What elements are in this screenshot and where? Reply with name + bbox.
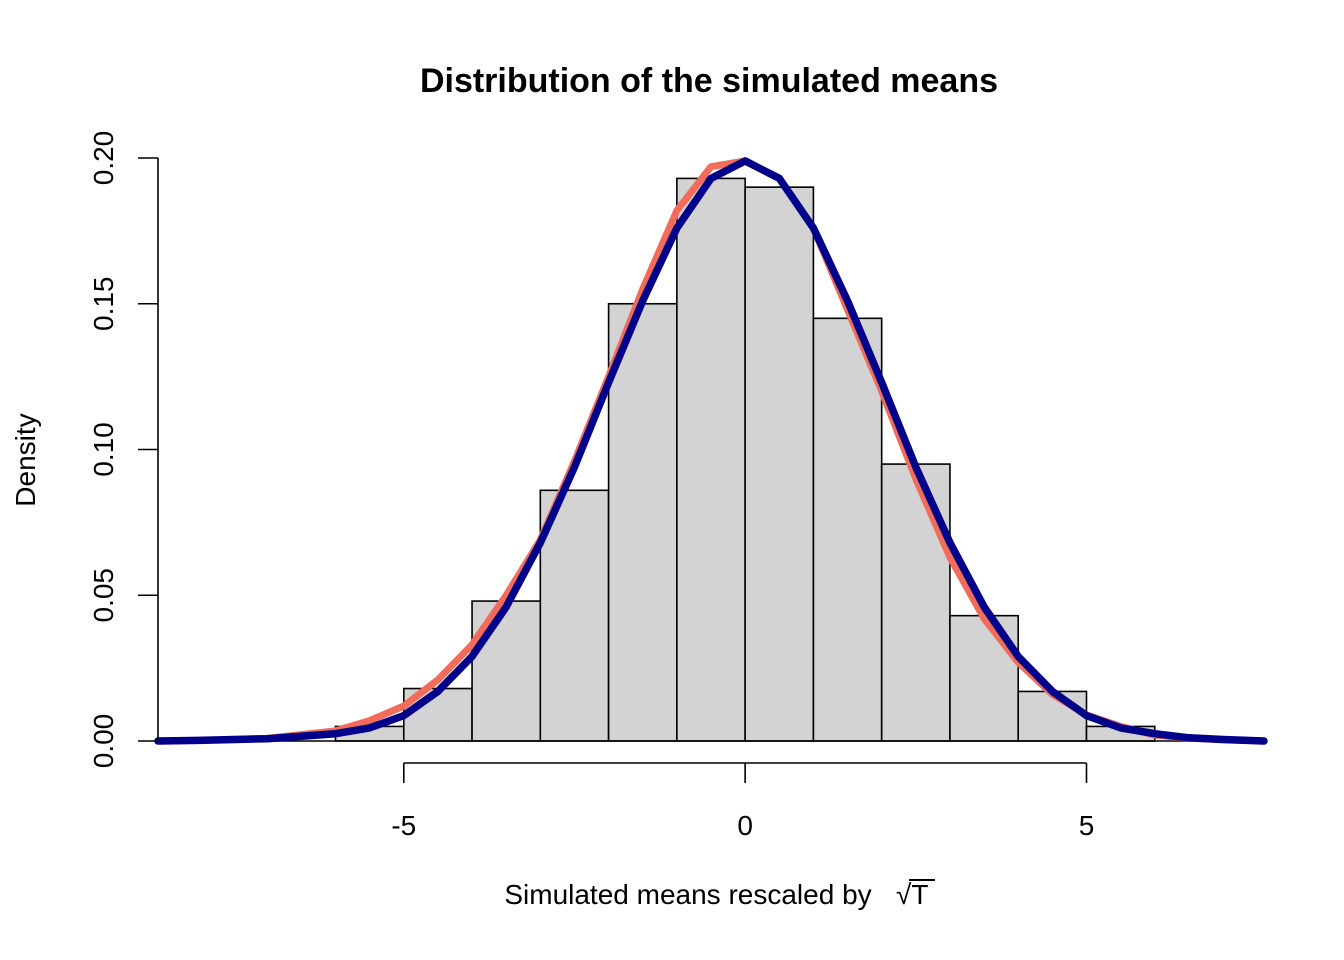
x-axis-label: Simulated means rescaled by — [504, 879, 871, 910]
x-tick-label: -5 — [391, 810, 416, 841]
y-tick-label: 0.20 — [88, 131, 119, 186]
histogram-bar — [607, 302, 678, 742]
y-tick-label: 0.00 — [88, 714, 119, 769]
histogram-bar — [949, 614, 1020, 742]
chart-title: Distribution of the simulated means — [420, 62, 998, 100]
histogram-bar — [880, 463, 951, 742]
histogram-bar — [539, 489, 610, 742]
density-curves — [154, 157, 1268, 745]
x-tick-label: 5 — [1079, 810, 1095, 841]
x-axis: -5 0 5 — [391, 762, 1095, 841]
y-axis: 0.00 0.05 0.10 0.15 0.20 — [88, 131, 159, 769]
histogram-bar — [1017, 690, 1088, 742]
series-line-blue — [154, 157, 1268, 745]
histogram-bar — [744, 186, 815, 742]
histogram-bar — [676, 177, 746, 742]
histogram-bar — [812, 317, 883, 742]
y-tick-label: 0.15 — [88, 277, 119, 332]
histogram-bar — [471, 600, 542, 742]
x-axis-label-symbol: √T — [896, 879, 928, 910]
y-tick-label: 0.05 — [88, 568, 119, 623]
histogram-bars — [158, 177, 1264, 742]
y-axis-label: Density — [10, 413, 41, 506]
x-tick-label: 0 — [737, 810, 753, 841]
y-tick-label: 0.10 — [88, 422, 119, 477]
